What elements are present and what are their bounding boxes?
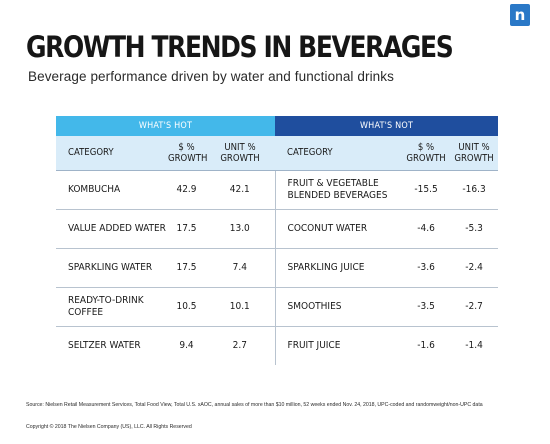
not-dollar-growth-cell: -3.5: [402, 287, 451, 327]
not-unit-growth-cell: -5.3: [450, 209, 499, 249]
not-category-cell: FRUIT JUICE: [274, 326, 403, 365]
not-unit-growth-cell: -16.3: [450, 170, 499, 210]
table-row: KOMBUCHA 42.9 42.1 FRUIT & VEGETABLE BLE…: [56, 170, 499, 210]
hot-dollar-growth-cell: 17.5: [168, 209, 205, 249]
hot-dollar-growth-header: $ % GROWTH: [168, 136, 207, 171]
hot-category-cell: VALUE ADDED WATER: [56, 209, 168, 249]
page-subtitle: Beverage performance driven by water and…: [28, 69, 394, 84]
source-note: Source: Nielsen Retail Measurement Servi…: [26, 402, 483, 408]
not-dollar-growth-cell: -1.6: [417, 339, 435, 351]
hot-unit-growth-cell: 42.1: [205, 170, 276, 210]
hot-category-header: CATEGORY: [56, 136, 168, 171]
table-row: VALUE ADDED WATER 17.5 13.0 COCONUT WATE…: [56, 209, 499, 249]
hot-unit-growth-header: UNIT % GROWTH: [205, 136, 276, 171]
hot-unit-growth-cell: 13.0: [205, 209, 276, 249]
not-dollar-growth-cell: -4.6: [402, 209, 451, 249]
table-row: SELTZER WATER 9.4 2.7 FRUIT JUICE -1.6 -…: [56, 326, 498, 365]
page-title: GROWTH TRENDS IN BEVERAGES: [26, 30, 454, 65]
hot-dollar-growth-cell: 9.4: [179, 339, 194, 351]
hot-unit-growth-cell: 2.7: [232, 339, 247, 351]
hot-unit-growth-cell: 7.4: [205, 248, 276, 288]
nielsen-logo: n: [510, 4, 530, 26]
not-unit-growth-cell: -2.7: [450, 287, 499, 327]
whats-not-band: WHAT'S NOT: [275, 116, 499, 136]
not-category-cell: SMOOTHIES: [274, 287, 403, 327]
hot-dollar-growth-cell: 42.9: [168, 170, 205, 210]
hot-dollar-growth-cell: 17.5: [168, 248, 205, 288]
not-unit-growth-header: UNIT % GROWTH: [450, 136, 499, 171]
copyright-note: Copyright © 2018 The Nielsen Company (US…: [26, 424, 192, 430]
table-row: SPARKLING WATER 17.5 7.4 SPARKLING JUICE…: [56, 248, 499, 288]
hot-category-cell: SPARKLING WATER: [56, 248, 168, 288]
hot-unit-growth-cell: 10.1: [205, 287, 276, 327]
not-dollar-growth-cell: -15.5: [402, 170, 451, 210]
table-row: READY-TO-DRINK COFFEE 10.5 10.1 SMOOTHIE…: [56, 287, 499, 327]
not-category-cell: SPARKLING JUICE: [274, 248, 403, 288]
whats-hot-band: WHAT'S HOT: [56, 116, 276, 136]
hot-category-cell: READY-TO-DRINK COFFEE: [56, 287, 168, 327]
hot-dollar-growth-cell: 10.5: [168, 287, 205, 327]
not-category-cell: COCONUT WATER: [274, 209, 403, 249]
hot-category-cell: SELTZER WATER: [68, 339, 141, 351]
not-category-cell: FRUIT & VEGETABLE BLENDED BEVERAGES: [274, 170, 403, 210]
not-unit-growth-cell: -1.4: [465, 339, 483, 351]
beverage-trends-table: WHAT'S HOT WHAT'S NOT CATEGORY $ % GROWT…: [56, 116, 499, 365]
not-dollar-growth-header: $ % GROWTH: [402, 136, 451, 171]
not-category-header: CATEGORY: [275, 136, 403, 171]
not-dollar-growth-cell: -3.6: [402, 248, 451, 288]
hot-category-cell: KOMBUCHA: [56, 170, 168, 210]
not-unit-growth-cell: -2.4: [450, 248, 499, 288]
